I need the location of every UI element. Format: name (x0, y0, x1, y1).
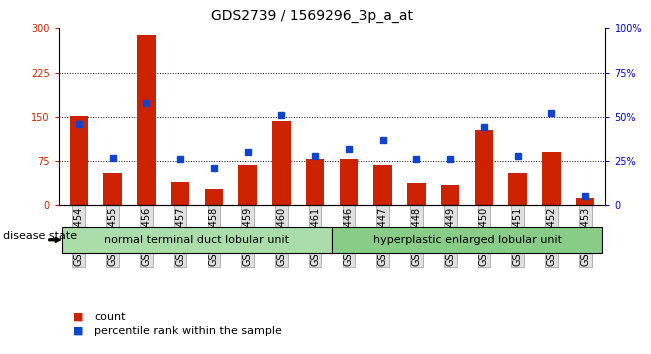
Bar (204, 189, 223, 205)
Text: disease state: disease state (3, 231, 77, 241)
Bar (542, 152, 561, 205)
Bar (407, 183, 426, 205)
Text: GDS2739 / 1569296_3p_a_at: GDS2739 / 1569296_3p_a_at (212, 9, 413, 23)
Bar (238, 165, 257, 205)
Bar (508, 173, 527, 205)
Text: ■: ■ (73, 326, 83, 336)
Text: normal terminal duct lobular unit: normal terminal duct lobular unit (105, 235, 290, 245)
Bar (475, 130, 493, 205)
Bar (340, 159, 358, 205)
Bar (272, 121, 290, 205)
Bar (441, 185, 460, 205)
Text: hyperplastic enlarged lobular unit: hyperplastic enlarged lobular unit (372, 235, 562, 245)
Bar (137, 35, 156, 205)
Bar (306, 159, 324, 205)
Bar (374, 165, 392, 205)
Bar (70, 116, 88, 205)
Bar (576, 198, 594, 205)
Text: ■: ■ (73, 312, 83, 322)
Bar (171, 182, 189, 205)
Text: percentile rank within the sample: percentile rank within the sample (94, 326, 283, 336)
Bar (104, 173, 122, 205)
Text: count: count (94, 312, 126, 322)
